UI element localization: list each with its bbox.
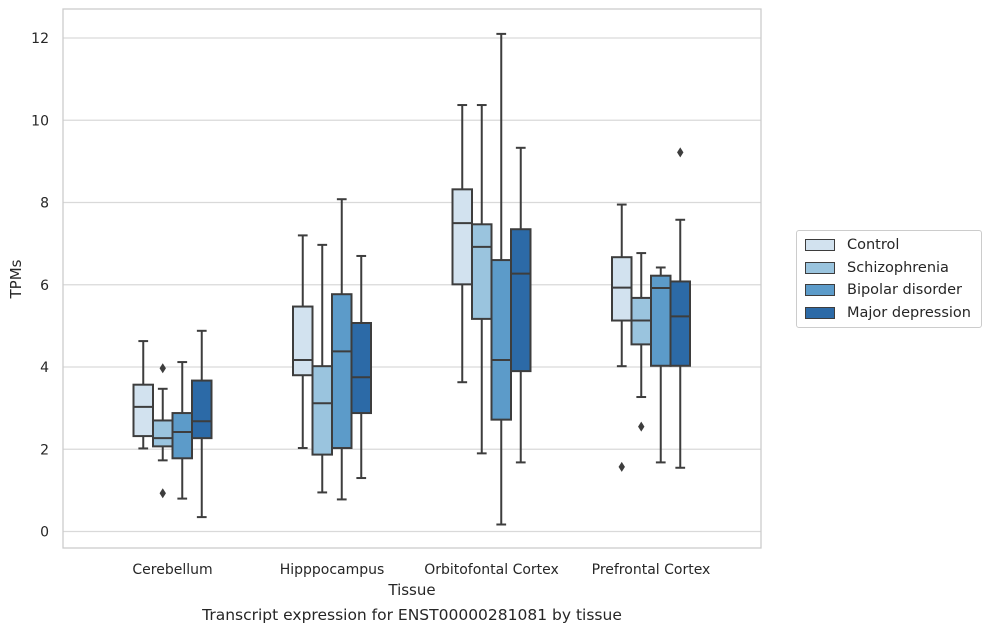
- x-tick-label: Orbitofontal Cortex: [424, 562, 559, 578]
- box-schizophrenia: [630, 252, 652, 432]
- legend-swatch: [805, 284, 835, 297]
- box-control: [292, 234, 314, 450]
- box-iqr: [490, 259, 512, 421]
- box-iqr: [510, 228, 532, 373]
- legend-item: Control: [803, 234, 975, 257]
- y-tick-labels: 0 2 4 6 8 10 12: [31, 31, 49, 541]
- box-schizophrenia: [471, 104, 493, 455]
- chart-caption: Transcript expression for ENST0000028108…: [202, 606, 622, 624]
- box-iqr: [171, 412, 193, 460]
- y-tick-label: 12: [31, 31, 49, 47]
- box-major-depression: [510, 146, 532, 464]
- legend-swatch: [805, 306, 835, 319]
- legend-item: Bipolar disorder: [803, 279, 975, 302]
- x-axis-label: Tissue: [387, 581, 435, 599]
- plot-frame: [62, 8, 762, 549]
- box-control: [611, 203, 633, 472]
- y-tick-label: 2: [40, 442, 49, 458]
- x-tick-labels: Cerebellum Hipppocampus Orbitofontal Corte…: [132, 562, 710, 578]
- box-layer: [132, 32, 691, 526]
- box-iqr: [350, 321, 372, 415]
- box-bipolar-disorder: [490, 32, 512, 526]
- outlier-point: [159, 488, 166, 499]
- y-axis-label: TPMs: [7, 259, 25, 299]
- outlier-point: [677, 147, 684, 158]
- legend-swatch: [805, 239, 835, 252]
- box-major-depression: [350, 254, 372, 480]
- box-control: [132, 340, 154, 450]
- y-tick-label: 10: [31, 113, 49, 129]
- box-iqr: [311, 365, 333, 456]
- x-tick-label: Hipppocampus: [280, 562, 385, 578]
- y-tick-label: 4: [40, 360, 49, 376]
- box-iqr: [650, 274, 672, 367]
- box-iqr: [292, 305, 314, 377]
- outlier-point: [159, 363, 166, 374]
- box-iqr: [471, 223, 493, 320]
- outlier-point: [638, 421, 645, 432]
- legend-label: Schizophrenia: [847, 259, 949, 276]
- outlier-point: [618, 461, 625, 472]
- box-iqr: [331, 293, 353, 450]
- box-iqr: [669, 280, 691, 367]
- legend-label: Control: [847, 237, 900, 254]
- legend: Control Schizophrenia Bipolar disorder Majo…: [796, 230, 982, 328]
- legend-item: Major depression: [803, 302, 975, 325]
- box-iqr: [152, 419, 174, 448]
- y-tick-label: 0: [40, 525, 49, 541]
- legend-label: Major depression: [847, 304, 971, 321]
- y-tick-label: 8: [40, 196, 49, 212]
- box-major-depression: [669, 147, 691, 469]
- box-control: [451, 104, 473, 384]
- legend-swatch: [805, 261, 835, 274]
- box-bipolar-disorder: [650, 266, 672, 464]
- box-iqr: [611, 256, 633, 322]
- box-bipolar-disorder: [171, 361, 193, 500]
- legend-label: Bipolar disorder: [847, 282, 962, 299]
- box-bipolar-disorder: [331, 198, 353, 501]
- legend-item: Schizophrenia: [803, 257, 975, 280]
- box-major-depression: [191, 329, 213, 519]
- y-tick-label: 6: [40, 278, 49, 294]
- box-iqr: [191, 379, 213, 440]
- x-tick-label: Prefrontal Cortex: [592, 562, 711, 578]
- box-schizophrenia: [311, 243, 333, 494]
- box-iqr: [451, 188, 473, 286]
- box-iqr: [132, 383, 154, 438]
- box-schizophrenia: [152, 363, 174, 499]
- x-tick-label: Cerebellum: [132, 562, 212, 578]
